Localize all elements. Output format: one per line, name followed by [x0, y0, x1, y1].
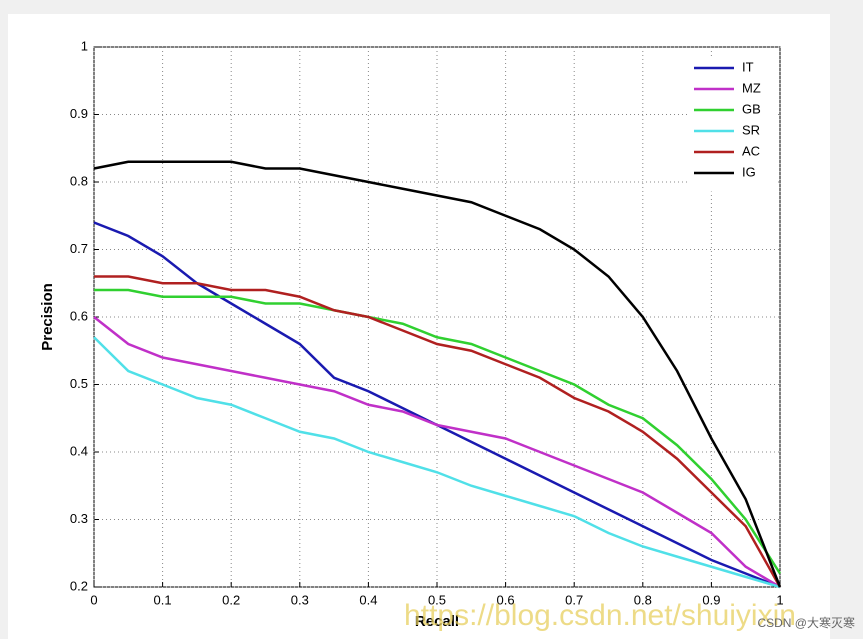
x-tick-label: 0.4 [359, 592, 377, 607]
legend-label: IG [742, 164, 756, 179]
y-tick-label: 0.9 [70, 106, 88, 121]
series-line [94, 288, 782, 575]
x-tick-label: 0.7 [565, 592, 583, 607]
series-line [93, 316, 781, 589]
y-axis-label: Precision [39, 283, 56, 351]
y-tick-label: 0.6 [70, 308, 88, 323]
y-tick-label: 0.3 [70, 511, 88, 526]
y-tick-label: 0.7 [70, 241, 88, 256]
x-tick-label: 0.2 [222, 592, 240, 607]
x-tick-label: 1 [776, 592, 783, 607]
series-line [93, 160, 782, 588]
y-tick-label: 1 [81, 38, 88, 53]
y-tick-label: 0.4 [70, 443, 88, 458]
series-line [93, 336, 781, 589]
x-tick-label: 0.5 [428, 592, 446, 607]
x-tick-label: 0.3 [291, 592, 309, 607]
credit: CSDN @大寒灭寒 [757, 615, 855, 630]
x-tick-label: 0.9 [702, 592, 720, 607]
watermark: https://blog.csdn.net/shuiyixin [404, 599, 796, 632]
x-axis-label: Recall [415, 613, 459, 630]
x-tick-label: 0.8 [634, 592, 652, 607]
legend-label: AC [742, 143, 760, 158]
legend-label: MZ [742, 80, 761, 95]
legend-box [689, 56, 777, 192]
x-tick-label: 0.1 [154, 592, 172, 607]
y-tick-label: 0.2 [70, 578, 88, 593]
y-tick-label: 0.8 [70, 173, 88, 188]
x-tick-label: 0.6 [497, 592, 515, 607]
legend-label: GB [742, 101, 761, 116]
y-tick-label: 0.5 [70, 376, 88, 391]
x-tick-label: 0 [90, 592, 97, 607]
legend-label: IT [742, 59, 754, 74]
plot-area [93, 46, 781, 588]
series-line [94, 275, 782, 588]
legend-label: SR [742, 122, 760, 137]
